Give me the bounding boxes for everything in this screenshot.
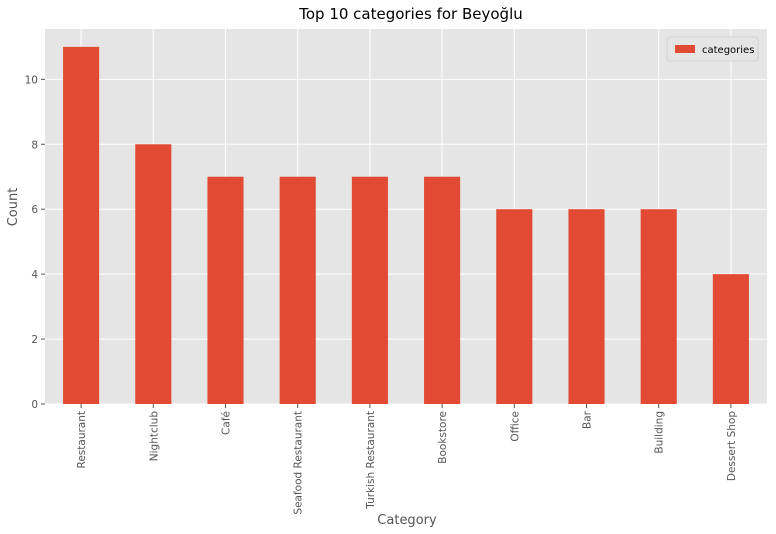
bars — [63, 46, 749, 404]
x-tick-label: Office — [509, 411, 521, 442]
legend: categories — [666, 36, 759, 62]
y-tick-label: 0 — [31, 399, 38, 411]
y-tick-label: 8 — [31, 139, 38, 151]
x-tick-label: Building — [654, 411, 666, 454]
y-axis-label: Count — [6, 188, 21, 227]
bar-office — [496, 209, 533, 404]
x-tick-label: Bookstore — [437, 411, 449, 464]
y-tick-label: 4 — [31, 269, 38, 281]
y-tick-label: 10 — [25, 74, 38, 86]
x-tick-label: Seafood Restaurant — [293, 411, 305, 515]
x-axis-label: Category — [377, 513, 437, 528]
bar-nightclub — [135, 144, 172, 404]
y-tick-label: 6 — [31, 204, 38, 216]
bar-bar — [568, 209, 605, 404]
bar-turkish-restaurant — [351, 176, 388, 404]
x-tick-label: Dessert Shop — [726, 411, 738, 481]
bar-building — [640, 209, 677, 404]
chart-title: Top 10 categories for Beyoğlu — [298, 5, 523, 23]
bar-seafood-restaurant — [279, 176, 316, 404]
x-tick-label: Bar — [582, 410, 594, 429]
legend-swatch — [675, 45, 695, 53]
x-tick-label: Nightclub — [148, 411, 160, 462]
bar-restaurant — [63, 46, 100, 404]
bar-dessert-shop — [712, 274, 749, 404]
y-tick-label: 2 — [31, 334, 38, 346]
x-tick-label: Turkish Restaurant — [365, 411, 377, 510]
bar-caf- — [207, 176, 244, 404]
x-tick-label: Café — [221, 411, 233, 435]
bar-bookstore — [424, 176, 461, 404]
legend-frame — [666, 36, 759, 62]
x-tick-label: Restaurant — [76, 411, 88, 468]
legend-label: categories — [702, 45, 754, 56]
